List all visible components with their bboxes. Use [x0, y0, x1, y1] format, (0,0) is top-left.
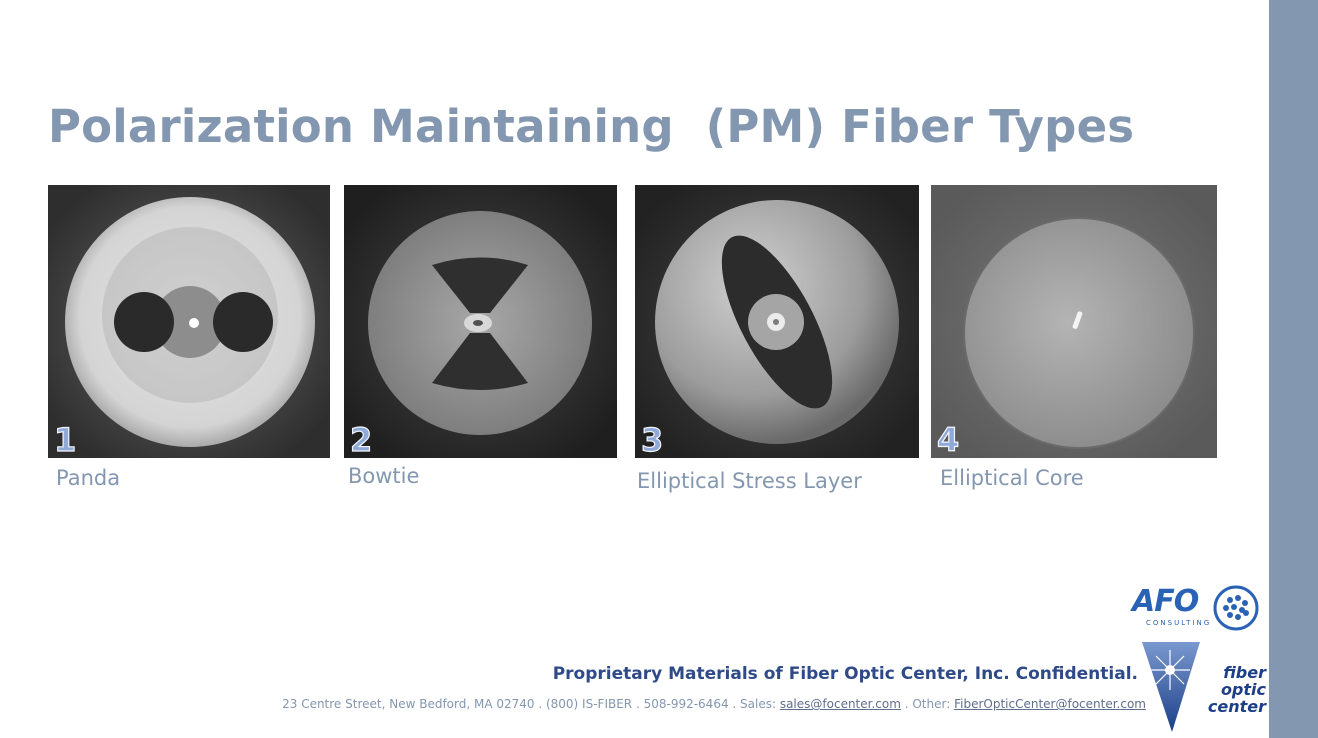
elliptical-stress-fiber-image [635, 185, 919, 458]
caption-bowtie: Bowtie [348, 464, 420, 488]
panel-bowtie: 2 [344, 185, 617, 458]
fiber-optic-center-logo-text: fiber optic center [1196, 664, 1266, 715]
slide-title: Polarization Maintaining (PM) Fiber Type… [48, 100, 1135, 153]
other-email-link[interactable]: FiberOpticCenter@focenter.com [954, 697, 1146, 711]
panda-fiber-image [48, 185, 330, 458]
panel-elliptical-stress: 3 [635, 185, 919, 458]
other-label: . Other: [900, 697, 955, 711]
caption-elliptical-core: Elliptical Core [940, 466, 1084, 490]
afo-logo-text: AFO [1132, 584, 1199, 619]
panel-elliptical-core: 4 [931, 185, 1217, 458]
sales-email-link[interactable]: sales@focenter.com [779, 697, 901, 711]
foc-word-optic: optic [1220, 680, 1266, 699]
fiber-optic-center-logo [1142, 642, 1200, 732]
footer-address: 23 Centre Street, New Bedford, MA 02740 … [282, 697, 1146, 711]
panel-number-3: 3 [640, 421, 664, 458]
panel-number-4: 4 [936, 421, 960, 458]
bowtie-fiber-image [344, 185, 617, 458]
right-sidebar-bar [1269, 0, 1318, 738]
foc-word-center: center [1207, 697, 1266, 716]
afo-consulting-logo [1213, 585, 1259, 631]
panel-number-2: 2 [349, 421, 373, 458]
afo-logo-subtext: CONSULTING [1146, 619, 1212, 627]
confidential-notice: Proprietary Materials of Fiber Optic Cen… [552, 664, 1138, 684]
elliptical-core-fiber-image [931, 185, 1217, 458]
foc-word-fiber: fiber [1223, 663, 1266, 682]
panel-number-1: 1 [53, 421, 77, 458]
caption-panda: Panda [56, 466, 121, 490]
caption-elliptical-stress-layer: Elliptical Stress Layer [637, 469, 862, 493]
panel-panda: 1 [48, 185, 330, 458]
address-text: 23 Centre Street, New Bedford, MA 02740 … [282, 697, 780, 711]
